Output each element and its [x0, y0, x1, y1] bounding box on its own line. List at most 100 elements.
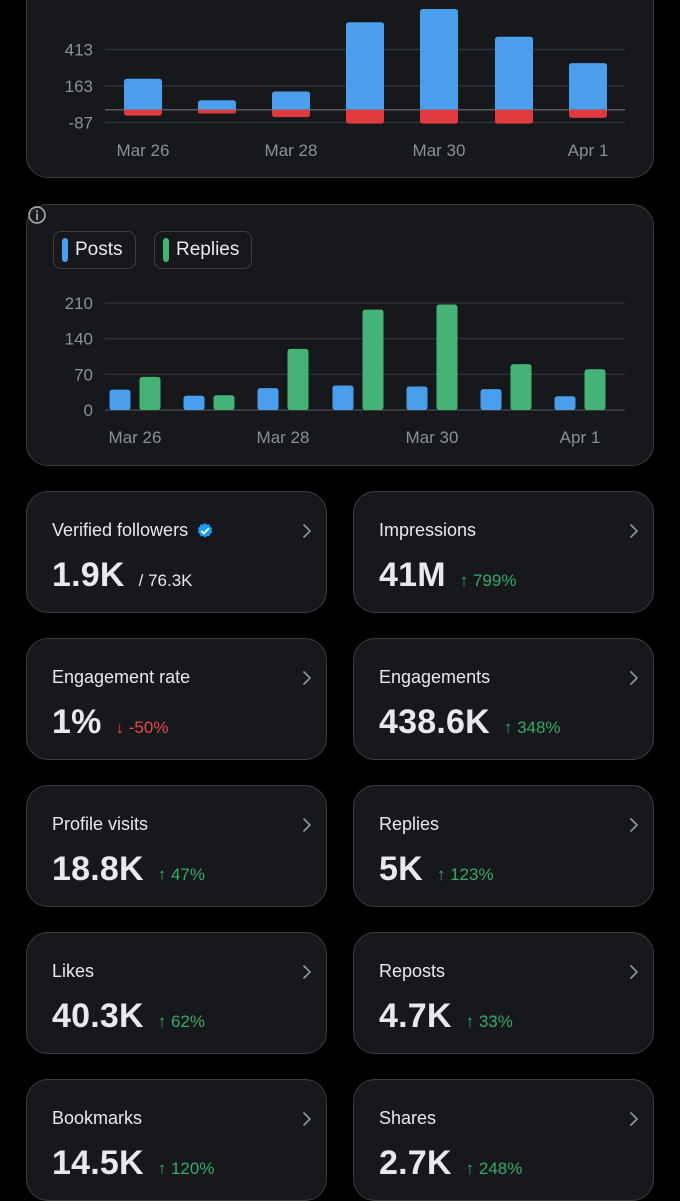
metric-value-row: 1.9K / 76.3K [52, 556, 193, 595]
posts-bar [406, 386, 428, 410]
posts-bar [480, 389, 502, 410]
metric-value: 2.7K [379, 1144, 452, 1182]
legend-replies-label: Replies [176, 239, 240, 260]
y-tick-label: 140 [65, 330, 93, 349]
posts-bar [183, 395, 205, 410]
positive-bar [495, 36, 533, 110]
chevron-right-icon [630, 671, 638, 685]
metric-value: 4.7K [379, 997, 452, 1035]
metric-title: Shares [379, 1108, 436, 1129]
metric-value: 1.9K [52, 556, 125, 594]
x-tick-label: Mar 28 [265, 141, 318, 160]
chevron-right-icon [630, 965, 638, 979]
metric-change: ↑ 348% [503, 718, 561, 737]
y-tick-label: -87 [68, 114, 93, 133]
metric-value-row: 14.5K ↑ 120% [52, 1144, 214, 1183]
impressions-chart: 413 163 -87 Mar 26 Mar 28 Mar 30 Apr 1 [65, 9, 625, 160]
posts-bar [332, 385, 354, 410]
x-tick-label: Mar 28 [257, 428, 310, 447]
negative-bar [124, 109, 162, 116]
metric-value: 40.3K [52, 997, 144, 1035]
y-tick-label: 0 [84, 401, 93, 420]
chevron-right-icon [303, 818, 311, 832]
metric-change: ↑ 248% [465, 1159, 523, 1178]
metric-value: 5K [379, 850, 423, 888]
metric-title-text: Likes [52, 961, 95, 981]
negative-bar [346, 109, 384, 124]
metric-card-shares[interactable]: Shares 2.7K ↑ 248% [353, 1079, 654, 1201]
metric-title-text: Replies [379, 814, 440, 834]
chevron-right-icon [303, 1112, 311, 1126]
legend-replies-toggle[interactable]: Replies [154, 231, 253, 269]
metric-change: ↑ 799% [459, 571, 517, 590]
posts-bar [109, 389, 131, 410]
metric-card-bookmarks[interactable]: Bookmarks 14.5K ↑ 120% [26, 1079, 327, 1201]
posts-replies-chart: 210 140 70 0 Mar 26 Mar 28 Mar 30 Apr 1 [65, 294, 625, 447]
x-tick-label: Mar 26 [109, 428, 162, 447]
metric-title-text: Verified followers [52, 520, 189, 540]
metric-card-impressions[interactable]: Impressions 41M ↑ 799% [353, 491, 654, 613]
metric-card-profile-visits[interactable]: Profile visits 18.8K ↑ 47% [26, 785, 327, 907]
metric-change: ↑ 47% [157, 865, 205, 884]
metric-change: ↑ 33% [465, 1012, 513, 1031]
replies-bar [213, 395, 235, 410]
metric-title: Verified followers [52, 520, 214, 541]
metric-value-row: 5K ↑ 123% [379, 850, 494, 889]
chevron-right-icon [630, 1112, 638, 1126]
chevron-right-icon [303, 965, 311, 979]
replies-bar [436, 304, 458, 410]
metric-title-text: Reposts [379, 961, 446, 981]
metric-title: Engagement rate [52, 667, 190, 688]
replies-bar [139, 376, 161, 410]
metric-title-text: Engagement rate [52, 667, 191, 687]
x-tick-label: Mar 30 [406, 428, 459, 447]
chevron-right-icon [303, 524, 311, 538]
metric-card-replies[interactable]: Replies 5K ↑ 123% [353, 785, 654, 907]
metric-value-row: 4.7K ↑ 33% [379, 997, 513, 1036]
metric-value: 41M [379, 556, 446, 594]
metric-title: Likes [52, 961, 94, 982]
metric-title: Bookmarks [52, 1108, 142, 1129]
metric-title: Engagements [379, 667, 490, 688]
metric-title-text: Shares [379, 1108, 437, 1128]
metric-value: 1% [52, 703, 102, 741]
positive-bar [346, 22, 384, 110]
positive-bar [124, 78, 162, 110]
x-tick-label: Apr 1 [568, 141, 609, 160]
legend-posts-swatch [62, 238, 68, 262]
replies-bar [362, 309, 384, 410]
replies-bar [510, 364, 532, 410]
metric-value-row: 41M ↑ 799% [379, 556, 516, 595]
metric-card-likes[interactable]: Likes 40.3K ↑ 62% [26, 932, 327, 1054]
negative-bar [569, 109, 607, 118]
x-tick-label: Apr 1 [560, 428, 601, 447]
info-icon[interactable] [27, 205, 47, 225]
negative-bar [420, 109, 458, 124]
metric-card-verified-followers[interactable]: Verified followers 1.9K / 76.3K [26, 491, 327, 613]
metric-card-reposts[interactable]: Reposts 4.7K ↑ 33% [353, 932, 654, 1054]
x-tick-label: Mar 30 [413, 141, 466, 160]
metric-title-text: Bookmarks [52, 1108, 143, 1128]
y-tick-label: 210 [65, 294, 93, 313]
impressions-chart-card: 413 163 -87 Mar 26 Mar 28 Mar 30 Apr 1 [26, 0, 654, 178]
metric-title-text: Engagements [379, 667, 491, 687]
legend-posts-toggle[interactable]: Posts [53, 231, 136, 269]
posts-replies-chart-card: 210 140 70 0 Mar 26 Mar 28 Mar 30 Apr 1 Posts R… [26, 204, 654, 466]
metric-value: 14.5K [52, 1144, 144, 1182]
y-tick-label: 163 [65, 77, 93, 96]
metric-value: 438.6K [379, 703, 490, 741]
posts-bar [554, 396, 576, 410]
metric-value-row: 438.6K ↑ 348% [379, 703, 561, 742]
metric-card-engagement-rate[interactable]: Engagement rate 1% ↓ -50% [26, 638, 327, 760]
metric-title-text: Profile visits [52, 814, 149, 834]
metric-title: Profile visits [52, 814, 148, 835]
chevron-right-icon [630, 524, 638, 538]
metric-total: / 76.3K [138, 571, 193, 590]
chevron-right-icon [630, 818, 638, 832]
chevron-right-icon [303, 671, 311, 685]
metric-title: Impressions [379, 520, 476, 541]
metric-card-engagements[interactable]: Engagements 438.6K ↑ 348% [353, 638, 654, 760]
replies-bar [584, 369, 606, 410]
replies-bar [287, 348, 309, 410]
metric-value: 18.8K [52, 850, 144, 888]
